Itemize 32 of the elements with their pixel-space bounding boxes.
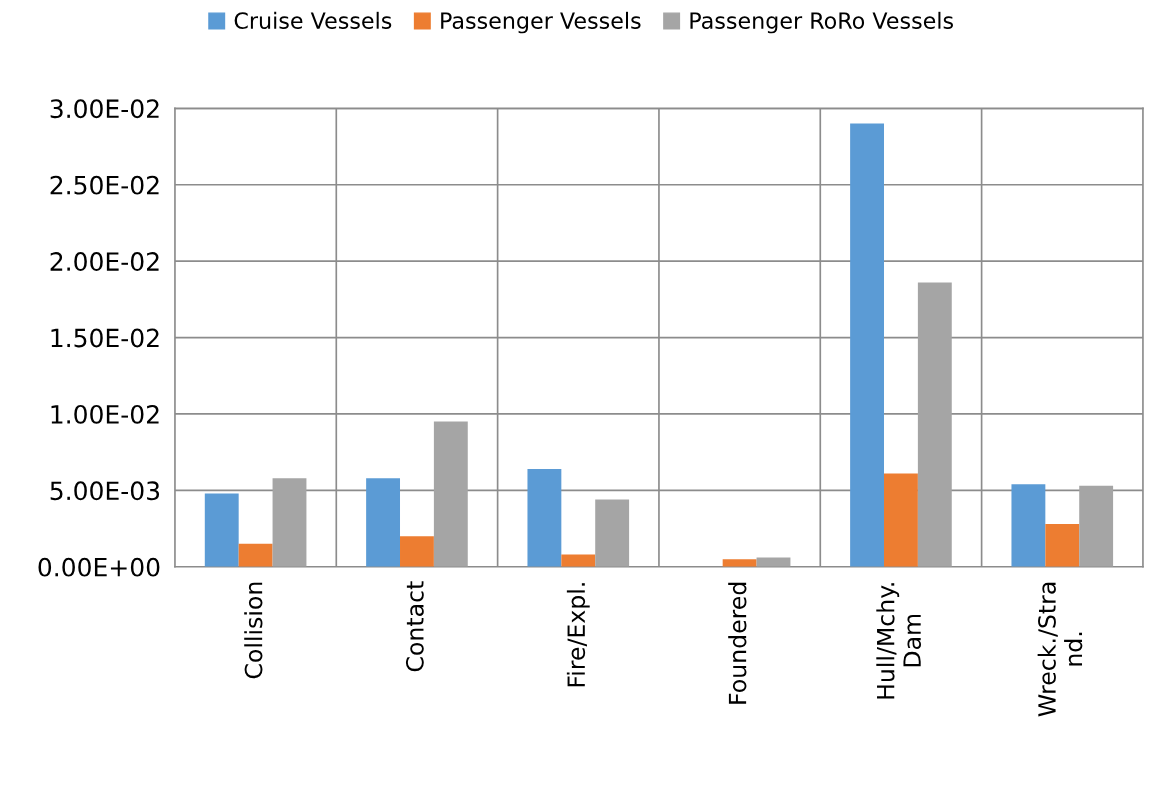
x-tick-label: Hull/Mchy. Dam bbox=[876, 583, 922, 699]
y-tick-label: 2.50E-02 bbox=[50, 175, 159, 195]
y-tick-label: 3.00E-02 bbox=[50, 99, 159, 119]
x-tick-label: Foundered bbox=[728, 582, 747, 704]
legend-label: Passenger Vessels bbox=[441, 11, 641, 34]
y-tick-label: 2.00E-02 bbox=[50, 252, 159, 271]
bar bbox=[1011, 484, 1046, 567]
legend-label: Cruise Vessels bbox=[234, 11, 392, 30]
x-tick-label: Fire/Expl. bbox=[566, 583, 590, 687]
y-tick-label: 1.00E-02 bbox=[51, 404, 159, 424]
y-tick-label: 1.50E-02 bbox=[51, 328, 159, 348]
bar bbox=[595, 499, 630, 567]
bar bbox=[917, 282, 952, 567]
bar bbox=[561, 554, 596, 567]
bar bbox=[884, 473, 918, 567]
bar bbox=[400, 536, 434, 567]
y-tick-label: 0.00E+00 bbox=[38, 557, 160, 577]
bar bbox=[850, 123, 885, 567]
legend-label: Passenger RoRo Vessels bbox=[690, 11, 953, 34]
x-tick-label: Collision bbox=[244, 582, 263, 679]
bar bbox=[272, 478, 307, 567]
x-tick-label: Wreck./Stra nd. bbox=[1037, 582, 1083, 717]
y-tick-label: 5.00E-03 bbox=[50, 481, 160, 501]
bar bbox=[722, 559, 757, 567]
bar bbox=[366, 478, 401, 567]
bar bbox=[527, 468, 562, 567]
bar bbox=[1079, 485, 1114, 567]
bar bbox=[433, 421, 468, 567]
x-tick-label: Contact bbox=[405, 581, 424, 672]
bar bbox=[238, 543, 273, 567]
bar bbox=[204, 493, 239, 567]
bar bbox=[1045, 523, 1080, 567]
